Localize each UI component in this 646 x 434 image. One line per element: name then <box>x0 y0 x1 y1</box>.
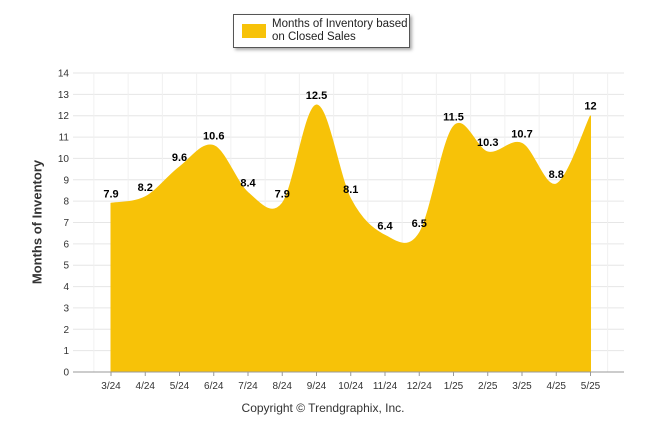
data-label: 12 <box>584 101 596 113</box>
y-tick-label: 0 <box>63 368 69 379</box>
legend-swatch <box>242 24 266 38</box>
x-tick-label: 3/25 <box>512 381 532 392</box>
y-tick-label: 9 <box>63 175 69 186</box>
x-tick-label: 10/24 <box>338 381 363 392</box>
y-tick-label: 12 <box>58 111 70 122</box>
data-label: 12.5 <box>306 90 327 102</box>
data-label: 6.4 <box>377 220 393 232</box>
y-tick-label: 1 <box>63 346 69 357</box>
y-tick-label: 5 <box>63 261 69 272</box>
data-label: 10.6 <box>203 131 224 143</box>
y-tick-label: 13 <box>58 90 70 101</box>
y-axis-title: Months of Inventory <box>29 159 45 285</box>
data-label: 8.8 <box>549 169 564 181</box>
copyright-footer: Copyright © Trendgraphix, Inc. <box>241 401 405 415</box>
legend-label: Months of Inventory based on Closed Sale… <box>272 18 408 43</box>
x-tick-label: 7/24 <box>238 381 258 392</box>
data-label: 10.7 <box>511 128 532 140</box>
series-area <box>110 104 591 373</box>
y-tick-label: 6 <box>63 239 69 250</box>
x-tick-label: 1/25 <box>444 381 464 392</box>
y-tick-label: 14 <box>58 69 70 80</box>
legend: Months of Inventory based on Closed Sale… <box>233 14 410 48</box>
y-tick-label: 7 <box>63 218 69 229</box>
data-label: 8.4 <box>240 178 256 190</box>
x-tick-label: 3/24 <box>101 381 121 392</box>
x-tick-label: 4/25 <box>547 381 567 392</box>
data-label: 11.5 <box>443 111 464 123</box>
data-label: 7.9 <box>275 188 290 200</box>
y-tick-label: 3 <box>63 303 69 314</box>
x-tick-label: 5/25 <box>581 381 601 392</box>
x-tick-label: 6/24 <box>204 381 224 392</box>
data-label: 8.1 <box>343 184 358 196</box>
y-tick-label: 2 <box>63 325 69 336</box>
data-label: 8.2 <box>138 182 153 194</box>
data-label: 6.5 <box>412 218 427 230</box>
data-label: 9.6 <box>172 152 187 164</box>
x-tick-label: 2/25 <box>478 381 498 392</box>
x-tick-label: 5/24 <box>170 381 190 392</box>
x-tick-label: 8/24 <box>273 381 293 392</box>
x-tick-label: 12/24 <box>407 381 432 392</box>
x-tick-label: 4/24 <box>136 381 156 392</box>
data-label: 10.3 <box>477 137 498 149</box>
x-tick-label: 11/24 <box>373 381 398 392</box>
y-tick-label: 8 <box>63 197 69 208</box>
x-tick-label: 9/24 <box>307 381 327 392</box>
y-tick-label: 10 <box>58 154 70 165</box>
y-tick-label: 4 <box>63 282 69 293</box>
data-label: 7.9 <box>103 188 118 200</box>
y-tick-label: 11 <box>59 133 70 144</box>
